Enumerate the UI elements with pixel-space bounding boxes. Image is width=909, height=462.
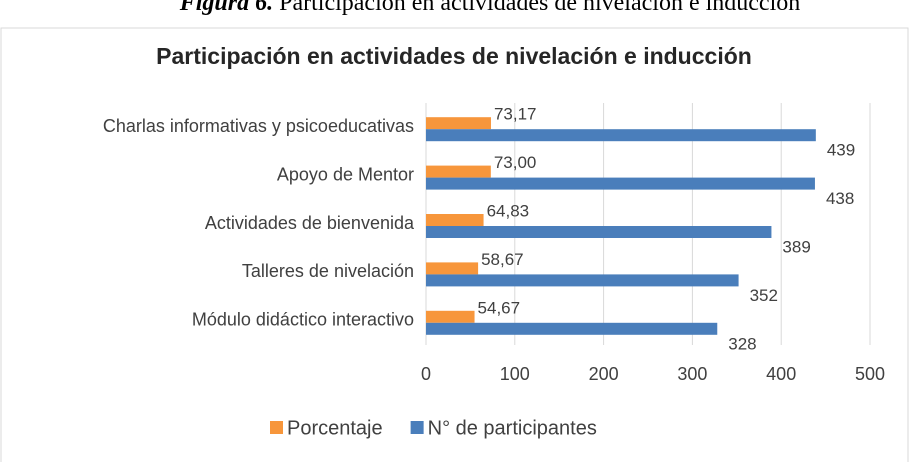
caption: Figura 6. Participación en actividades d…: [179, 0, 801, 16]
legend-label: N° de participantes: [428, 417, 597, 439]
y-tick-label: Módulo didáctico interactivo: [192, 310, 414, 330]
legend-swatch: [270, 421, 283, 434]
x-tick-label: 100: [500, 364, 530, 384]
caption-label: Figura 6.: [179, 0, 273, 16]
bar: [426, 214, 484, 226]
data-label: 352: [750, 286, 778, 305]
data-label: 64,83: [487, 201, 530, 220]
y-tick-label: Charlas informativas y psicoeducativas: [103, 116, 414, 136]
data-label: 73,17: [494, 105, 537, 124]
y-tick-label: Talleres de nivelación: [242, 261, 414, 281]
legend-swatch: [410, 421, 424, 434]
data-label: 73,00: [494, 153, 537, 172]
bar: [426, 165, 491, 178]
y-tick-label: Actividades de bienvenida: [205, 213, 415, 233]
x-tick-label: 500: [855, 364, 885, 384]
bar: [426, 310, 475, 323]
x-tick-label: 0: [421, 364, 431, 384]
bar: [426, 274, 739, 287]
x-tick-label: 400: [766, 364, 796, 384]
chart-title: Participación en actividades de nivelaci…: [156, 43, 752, 69]
chart-frame: [0, 27, 909, 462]
legend-label: Porcentaje: [287, 417, 383, 439]
bar: [426, 129, 816, 142]
bar: [426, 322, 718, 335]
data-label: 438: [826, 189, 854, 208]
data-label: 54,67: [478, 298, 521, 317]
data-label: 389: [782, 237, 810, 256]
y-tick-label: Apoyo de Mentor: [277, 164, 414, 184]
caption-text: Participación en actividades de nivelaci…: [279, 0, 800, 16]
data-label: 328: [728, 334, 756, 353]
bar: [426, 226, 772, 238]
bar: [426, 117, 491, 130]
bar: [426, 262, 479, 275]
data-label: 58,67: [481, 250, 524, 269]
x-tick-label: 200: [589, 364, 619, 384]
data-label: 439: [827, 141, 855, 160]
bar: [426, 177, 815, 190]
x-tick-label: 300: [677, 364, 707, 384]
